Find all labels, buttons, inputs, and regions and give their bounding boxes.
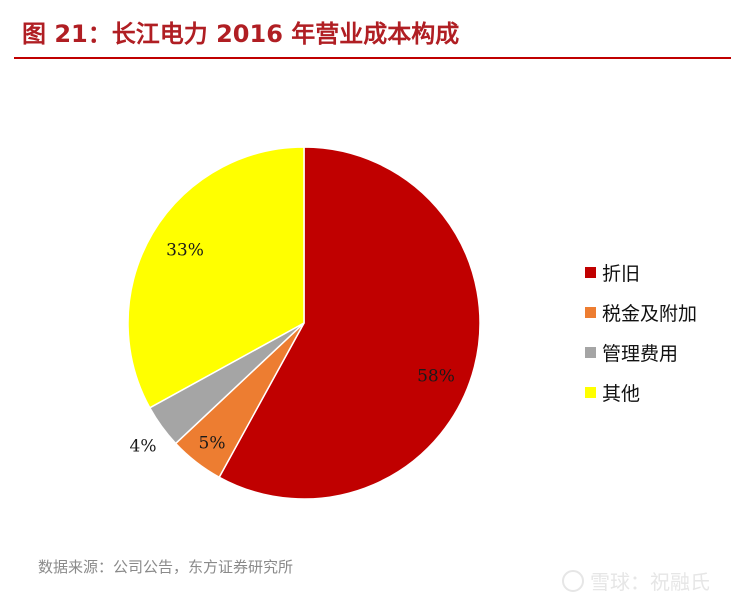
legend-swatch: [585, 266, 596, 278]
snowball-logo-icon: [562, 569, 584, 592]
watermark-text: 雪球：祝融氏: [590, 570, 710, 594]
slice-value-label-4: 33%: [166, 241, 204, 261]
legend-item-1: 折旧: [585, 252, 697, 292]
legend-item-4: 其他: [585, 372, 697, 412]
legend-label: 其他: [602, 382, 641, 405]
source-note: 数据来源：公司公告，东方证券研究所: [38, 558, 294, 576]
figure-title: 图 21：长江电力 2016 年营业成本构成: [22, 20, 460, 48]
legend-label: 折旧: [602, 262, 641, 285]
slice-value-label-1: 58%: [417, 367, 455, 387]
legend-item-2: 税金及附加: [585, 292, 697, 332]
legend-label: 管理费用: [602, 342, 679, 365]
slice-value-label-3: 4%: [130, 437, 157, 457]
legend-label: 税金及附加: [602, 302, 698, 325]
legend-swatch: [585, 386, 596, 398]
watermark: 雪球：祝融氏: [562, 566, 710, 595]
slice-value-label-2: 5%: [199, 434, 226, 454]
pie-slice-1: [218, 146, 481, 500]
legend-item-3: 管理费用: [585, 332, 697, 372]
title-divider: [14, 57, 731, 59]
legend-swatch: [585, 346, 596, 358]
legend-swatch: [585, 306, 596, 318]
chart-legend: 折旧税金及附加管理费用其他: [585, 252, 697, 412]
pie-slice-4: [127, 146, 305, 409]
pie-chart: 58% 5% 4% 33%: [127, 146, 481, 500]
